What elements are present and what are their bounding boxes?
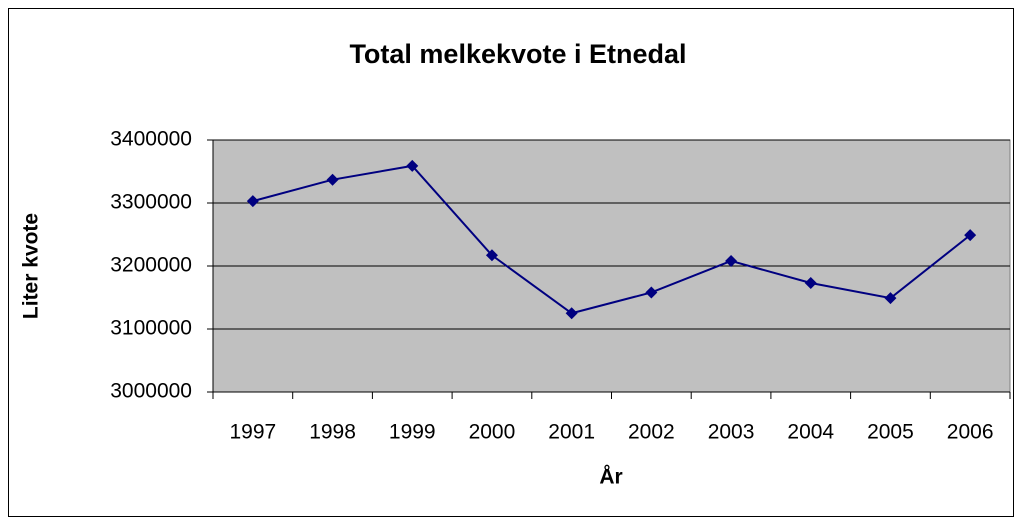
data-point — [645, 286, 658, 299]
x-tick-label: 1997 — [229, 421, 276, 444]
chart-title: Total melkekvote i Etnedal — [349, 39, 686, 69]
data-point — [565, 307, 578, 320]
data-point — [725, 254, 738, 267]
y-tick-label: 3400000 — [110, 128, 192, 151]
data-point — [246, 195, 259, 208]
data-point — [964, 229, 977, 242]
x-tick-label: 2005 — [867, 421, 914, 444]
x-tick-label: 2000 — [469, 421, 516, 444]
x-tick-label: 2004 — [787, 421, 834, 444]
data-point — [884, 292, 897, 305]
x-tick-label: 2002 — [628, 421, 675, 444]
x-tick-label: 1998 — [309, 421, 356, 444]
data-line — [252, 164, 971, 315]
x-tick-label: 2003 — [708, 421, 755, 444]
data-point — [485, 249, 498, 262]
x-axis-label: År — [599, 465, 622, 489]
y-tick-label: 3200000 — [110, 254, 192, 277]
x-tick-label: 2006 — [947, 421, 994, 444]
data-point — [326, 173, 339, 186]
y-axis-label: Liter kvote — [20, 213, 43, 319]
y-tick-label: 3100000 — [110, 317, 192, 340]
data-point — [406, 159, 419, 172]
y-tick-label: 3000000 — [110, 380, 192, 403]
y-tick-label: 3300000 — [110, 191, 192, 214]
data-point — [804, 277, 817, 290]
x-tick-label: 2001 — [548, 421, 595, 444]
x-tick-label: 1999 — [389, 421, 436, 444]
